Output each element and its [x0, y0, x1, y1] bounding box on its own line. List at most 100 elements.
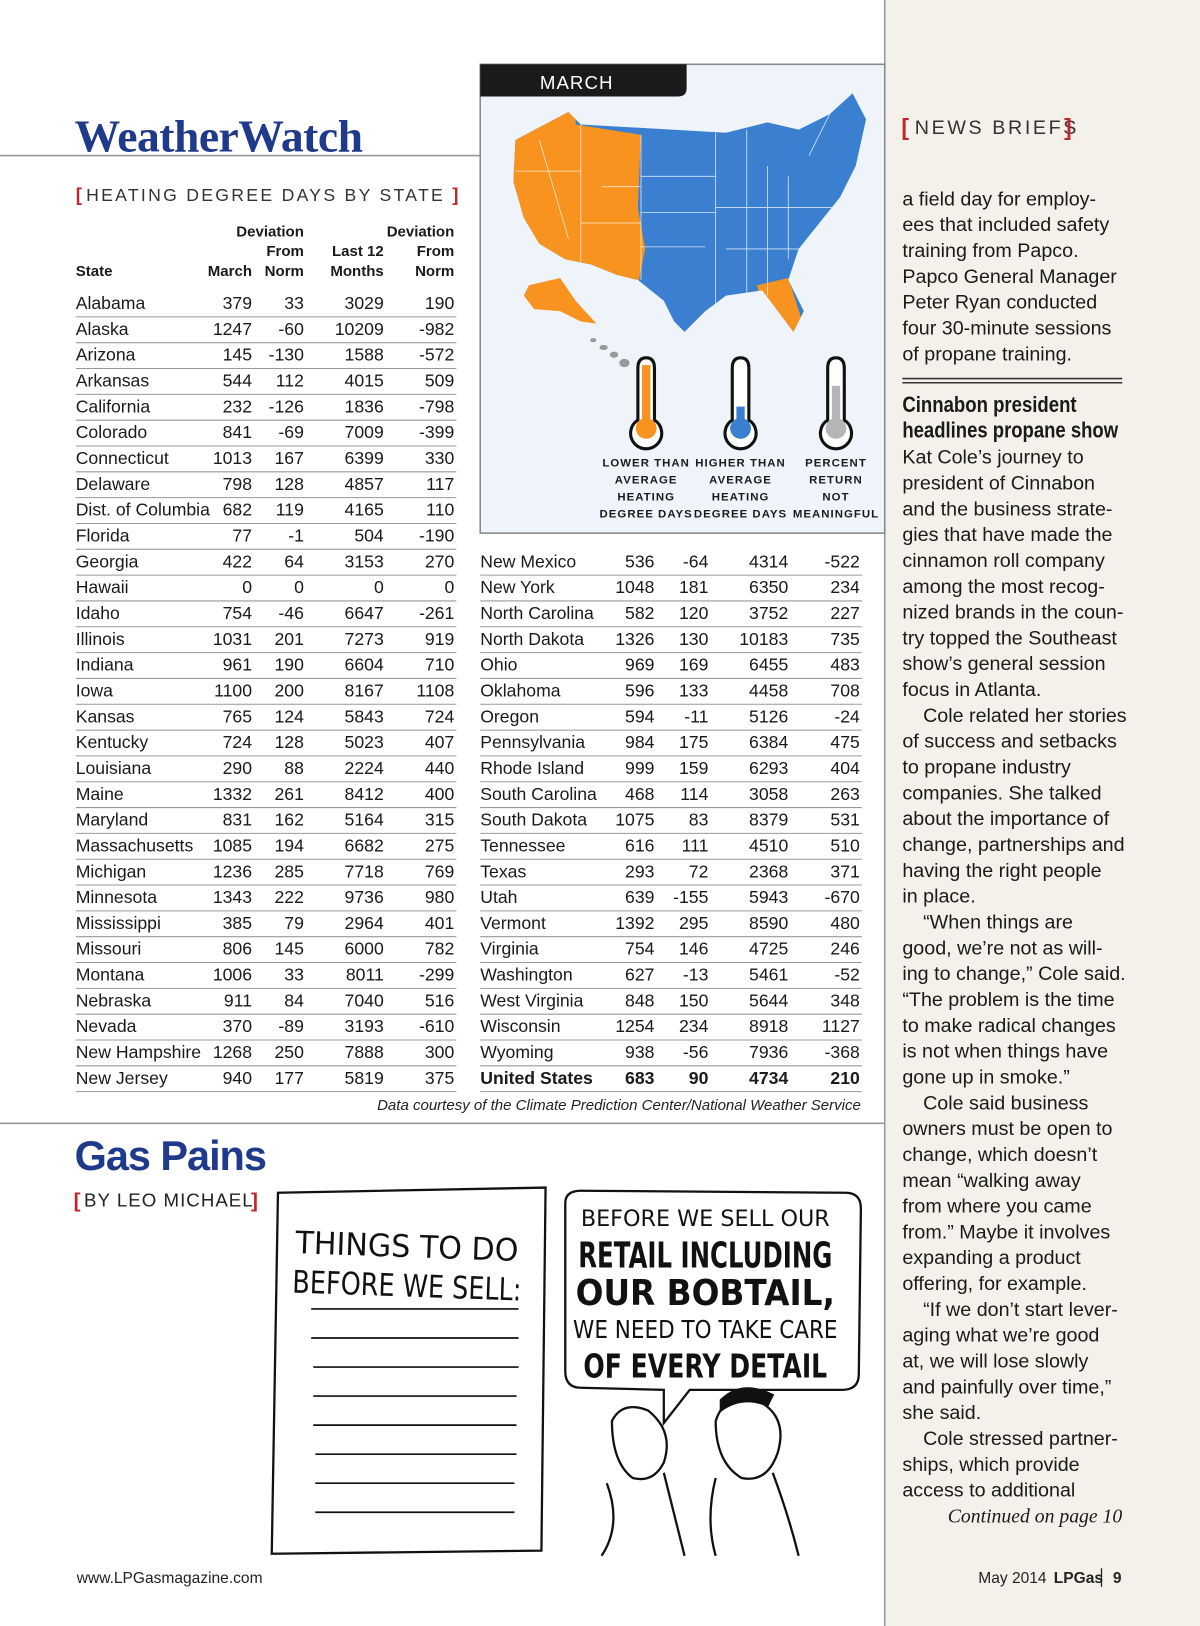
sidebar-bg: [884, 0, 1200, 1626]
cell-value: 6647: [345, 603, 384, 623]
state-borders: [515, 113, 841, 312]
cell-value: 3153: [345, 551, 384, 571]
cell-value: 120: [679, 603, 709, 623]
cell-value: 201: [274, 629, 303, 649]
cell-value: 1343: [213, 887, 252, 907]
cell-value: 5819: [345, 1068, 384, 1088]
news-line: ing to change,” Cole said.: [902, 963, 1125, 985]
cell-value: 72: [689, 861, 709, 881]
cell-value: 8011: [346, 965, 384, 985]
cell-value: 10183: [739, 629, 788, 649]
cell-value: 8590: [749, 913, 788, 933]
row-label: Wisconsin: [480, 1016, 560, 1036]
row-label: Kentucky: [76, 732, 149, 752]
cell-value: 938: [625, 1042, 655, 1062]
row-label: Idaho: [76, 603, 120, 623]
cell-value: 114: [680, 784, 708, 804]
news-line: at, we will lose slowly: [902, 1351, 1088, 1373]
footer-date: May 2014: [978, 1570, 1047, 1587]
row-label: Texas: [480, 861, 526, 881]
cell-value: 234: [830, 577, 860, 597]
cartoon-title: Gas Pains: [75, 1132, 266, 1179]
cell-value: 385: [223, 913, 253, 933]
row-label: South Carolina: [480, 784, 597, 804]
bracket: ]: [452, 184, 458, 205]
cell-value: 175: [679, 732, 709, 752]
news-line: cinnamon roll company: [902, 550, 1105, 572]
cell-value: -982: [419, 319, 454, 339]
cell-value: 407: [425, 732, 454, 752]
cell-value: -11: [684, 706, 708, 726]
cell-value: 261: [274, 784, 303, 804]
cell-value: 90: [689, 1068, 709, 1088]
cell-value: 504: [354, 526, 384, 546]
cell-value: 6455: [749, 655, 788, 675]
row-label: Arkansas: [76, 371, 150, 391]
footer-url: www.LPGasmagazine.com: [76, 1570, 263, 1587]
column-header: Months: [330, 263, 383, 280]
cell-value: 724: [425, 706, 455, 726]
cell-value: 5023: [345, 732, 384, 752]
cell-value: 1031: [213, 629, 252, 649]
sign-lines: [311, 1308, 519, 1514]
news-line: “When things are: [923, 912, 1073, 934]
news-line: in place.: [902, 886, 975, 908]
figure-head: [610, 1406, 668, 1481]
cell-value: 4510: [749, 835, 788, 855]
cell-value: 710: [425, 655, 455, 675]
row-label: Vermont: [480, 913, 546, 933]
cell-value: -1: [288, 526, 304, 546]
row-label: Maryland: [76, 810, 149, 830]
news-line: Peter Ryan conducted: [902, 292, 1097, 314]
news-line: from.” Maybe it involves: [902, 1221, 1110, 1243]
cell-value: 969: [625, 655, 654, 675]
cell-value: 984: [625, 732, 655, 752]
alaska: [523, 277, 597, 324]
cell-value: 769: [425, 861, 454, 881]
cell-value: 177: [274, 1068, 303, 1088]
cell-value: 5644: [749, 990, 788, 1010]
cell-value: 806: [223, 939, 253, 959]
row-label: Connecticut: [76, 448, 169, 468]
cell-value: 1588: [345, 345, 384, 365]
row-label: Maine: [76, 784, 124, 804]
cell-value: 754: [625, 939, 655, 959]
cell-value: -52: [834, 965, 859, 985]
row-label: Mississippi: [76, 913, 161, 933]
news-line: expanding a product: [902, 1247, 1081, 1269]
cell-value: 159: [679, 758, 708, 778]
news-line: and the business strate-: [902, 498, 1112, 520]
cell-value: 422: [223, 551, 252, 571]
cell-value: 145: [223, 345, 253, 365]
legend-label: MEANINGFUL: [793, 508, 879, 520]
row-label: Oklahoma: [480, 680, 561, 700]
cell-value: 7040: [345, 990, 384, 1010]
news-line: aging what we’re good: [902, 1325, 1099, 1347]
cell-value: 724: [223, 732, 253, 752]
column-header: Norm: [265, 263, 304, 280]
cell-value: 1108: [416, 680, 454, 700]
sign-board: [270, 1186, 547, 1555]
bracket: [: [76, 184, 84, 205]
cell-value: 919: [425, 629, 454, 649]
cell-value: 798: [223, 474, 253, 494]
cell-value: 509: [425, 371, 454, 391]
cell-value: -24: [834, 706, 860, 726]
thermometer-bulb: [730, 417, 751, 439]
row-label: Nevada: [76, 1016, 137, 1036]
cell-value: 371: [830, 861, 859, 881]
news-line: Papco General Manager: [902, 266, 1117, 288]
row-label: Arizona: [76, 345, 136, 365]
cell-value: -56: [683, 1042, 709, 1062]
cell-value: 536: [625, 551, 655, 571]
news-line: four 30-minute sessions: [902, 317, 1111, 339]
row-label: Pennsylvania: [480, 732, 585, 752]
story-title: headlines propane show: [902, 418, 1118, 443]
cell-value: 1836: [345, 396, 384, 416]
news-line: focus in Atlanta.: [902, 679, 1041, 701]
row-label: South Dakota: [480, 810, 587, 830]
cell-value: 200: [274, 680, 304, 700]
cell-value: -46: [278, 603, 304, 623]
cell-value: 1127: [822, 1016, 860, 1036]
cell-value: -522: [825, 551, 860, 571]
